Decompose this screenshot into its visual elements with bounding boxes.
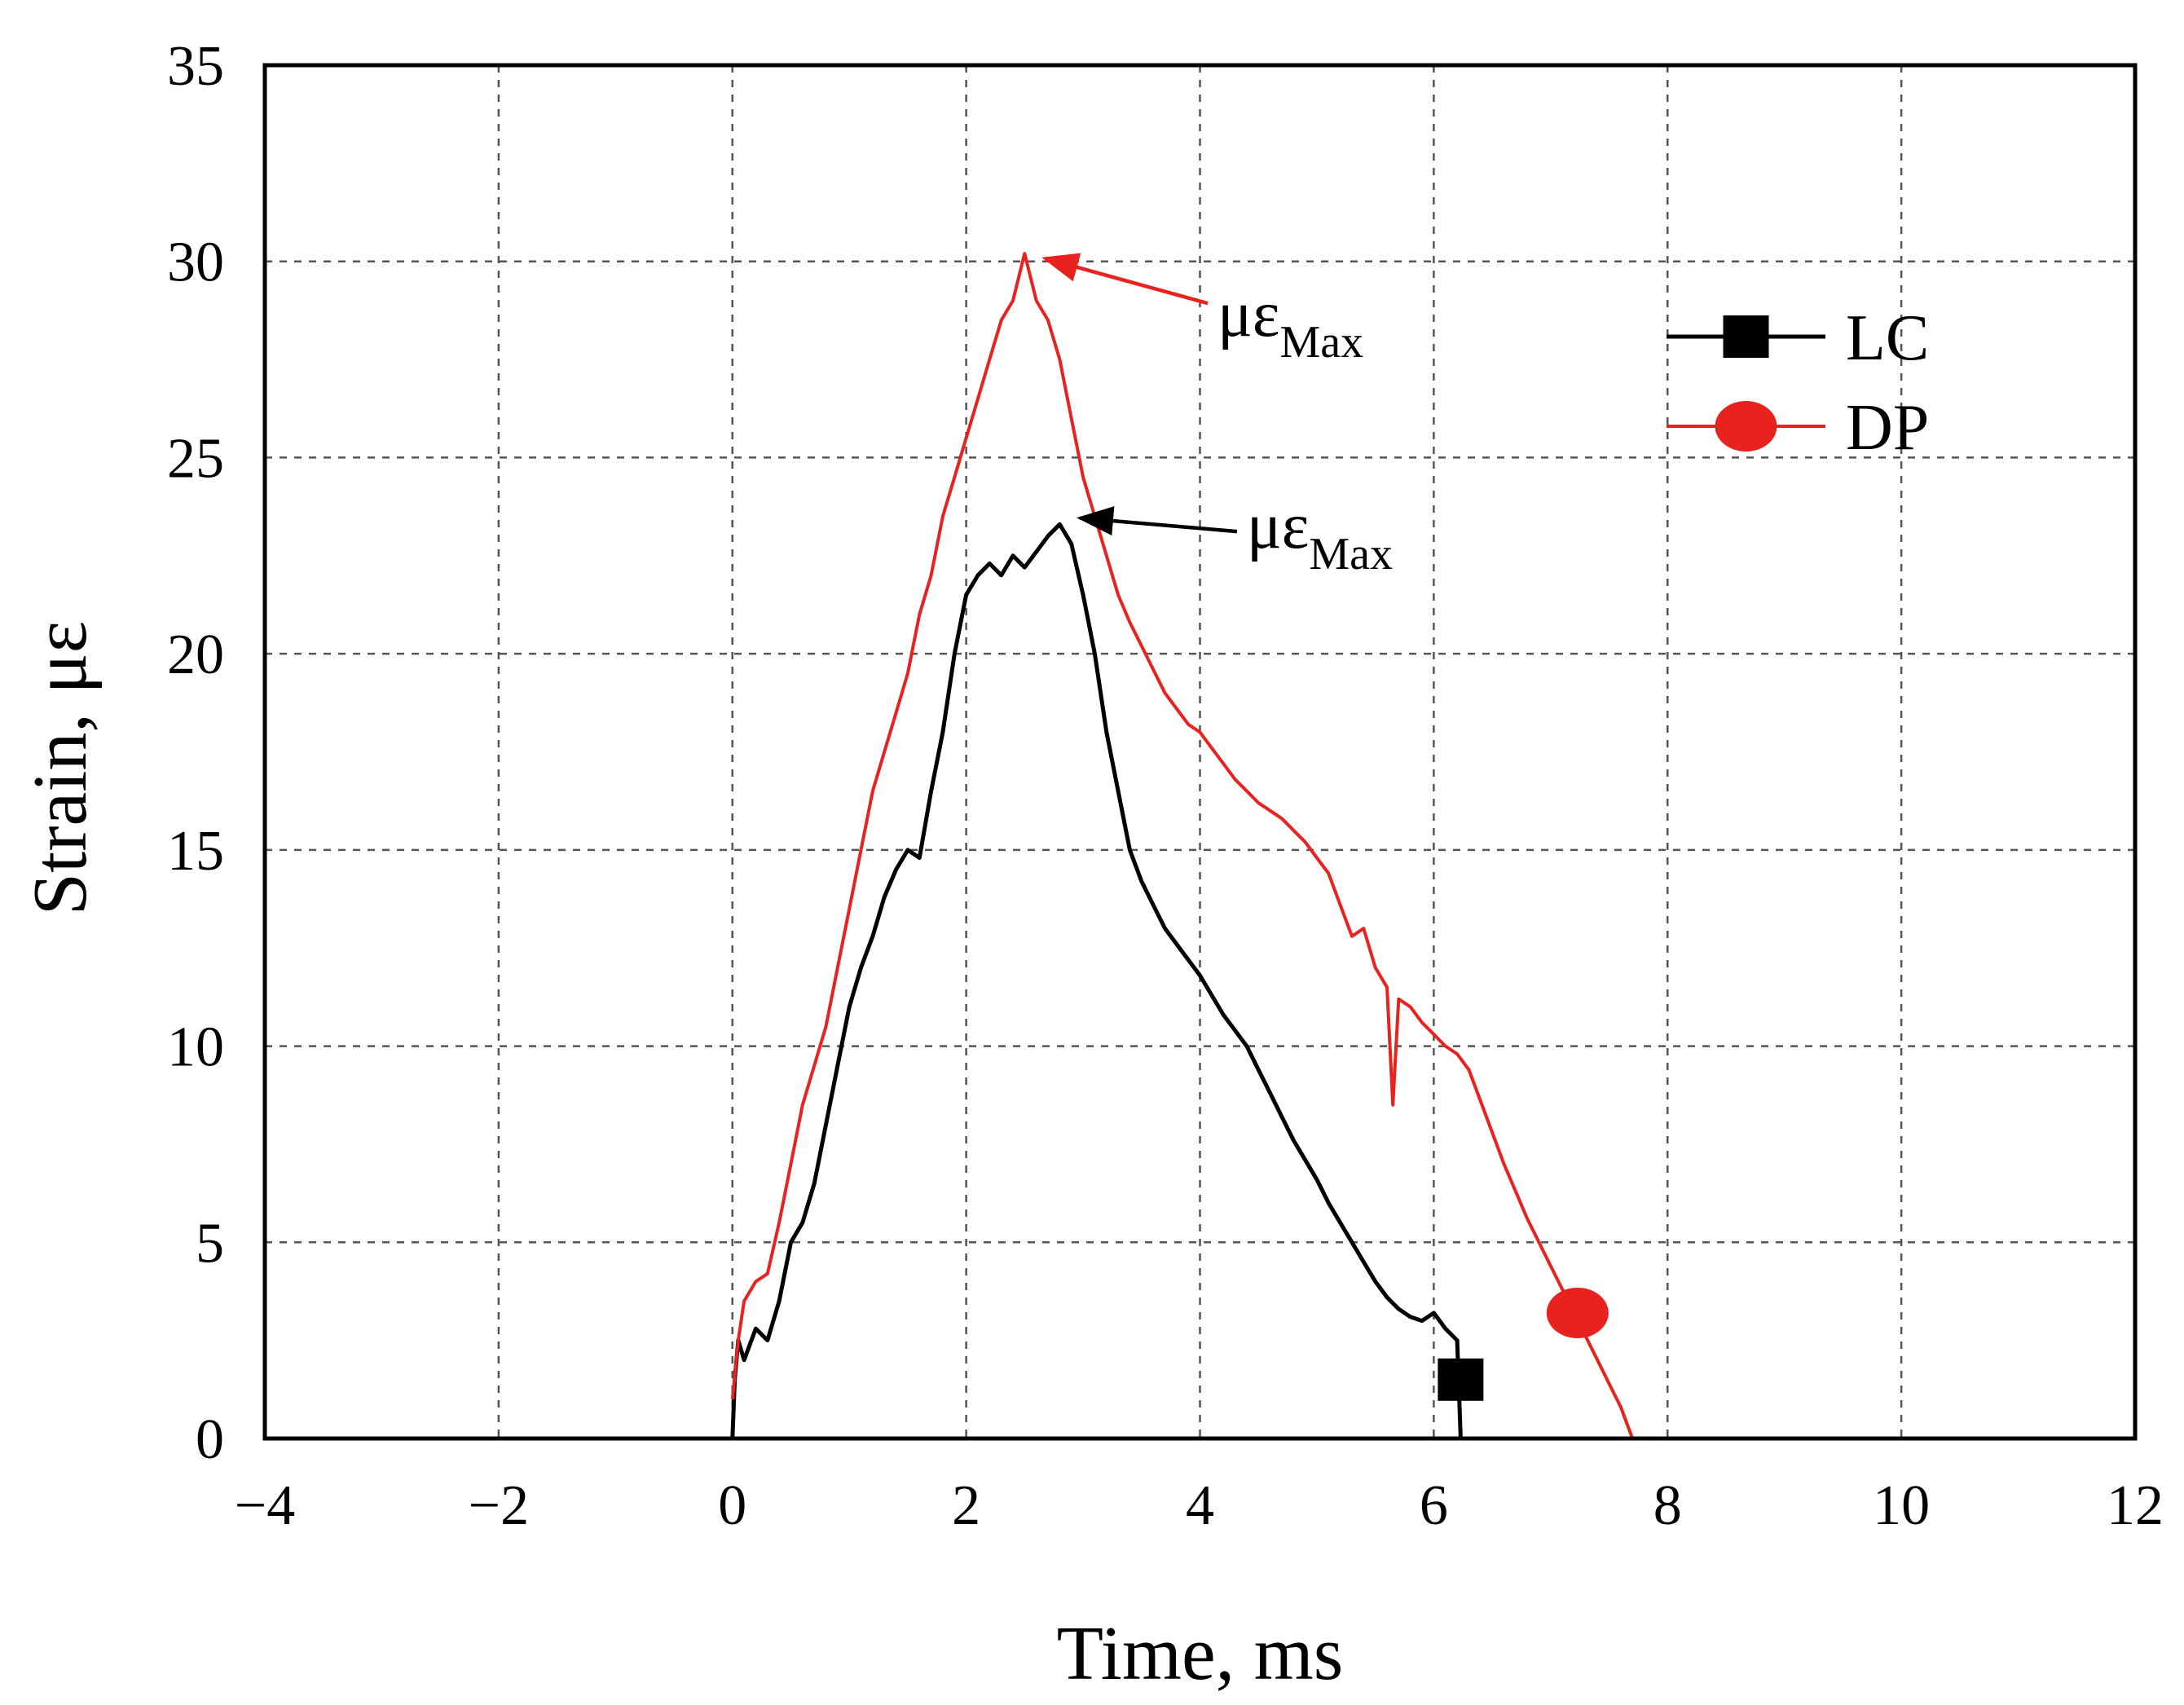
series-marker-lc (1438, 1358, 1484, 1401)
x-tick-label: 6 (1420, 1474, 1448, 1537)
annotation-arrow-1 (1077, 506, 1238, 536)
y-tick-label: 10 (167, 1016, 224, 1079)
legend-label-dp: DP (1846, 392, 1929, 464)
y-tick-label: 30 (167, 231, 224, 294)
x-tick-label: 2 (952, 1474, 980, 1537)
x-tick-label: 10 (1873, 1474, 1930, 1537)
series-line-lc (730, 522, 1463, 1439)
y-tick-label: 25 (167, 427, 224, 490)
annotation-label-1: μεMax (1247, 491, 1393, 579)
x-tick-label: −2 (469, 1474, 529, 1537)
series-marker-dp (1546, 1287, 1609, 1338)
legend-marker-lc (1723, 315, 1769, 358)
legend-label-lc: LC (1846, 302, 1929, 374)
x-tick-label: −4 (235, 1474, 295, 1537)
grid-lines (265, 65, 2135, 1438)
y-tick-label: 20 (167, 623, 224, 686)
tick-labels: −4 −2 0 2 4 6 8 10 12 0 5 10 15 20 25 30 35 (167, 35, 2164, 1537)
y-tick-label: 35 (167, 35, 224, 98)
annotation-label-0: μεMax (1217, 279, 1363, 368)
series-line-dp (730, 252, 1635, 1439)
x-tick-label: 4 (1186, 1474, 1214, 1537)
x-tick-label: 12 (2107, 1474, 2164, 1537)
y-tick-label: 15 (167, 820, 224, 883)
x-tick-label: 0 (718, 1474, 746, 1537)
x-axis-title: Time, ms (1057, 1611, 1344, 1696)
x-tick-label: 8 (1653, 1474, 1682, 1537)
series-group (730, 252, 1635, 1439)
legend: LC DP (1667, 302, 1929, 464)
legend-marker-dp (1715, 401, 1777, 452)
annotations: μεMax μεMax (1041, 253, 1393, 579)
y-tick-label: 0 (196, 1408, 224, 1471)
plot-frame (262, 63, 2138, 1441)
y-tick-label: 5 (196, 1212, 224, 1275)
annotation-arrow-0 (1041, 253, 1209, 306)
y-axis-title: Strain, με (18, 621, 103, 915)
